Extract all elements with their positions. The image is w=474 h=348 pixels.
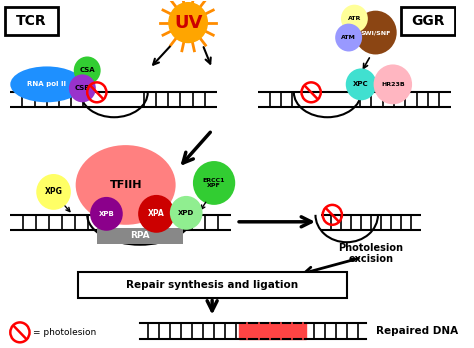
Circle shape <box>169 3 207 42</box>
Text: TFIIH: TFIIH <box>109 180 142 190</box>
Text: TCR: TCR <box>16 14 47 27</box>
Text: UV: UV <box>174 14 202 32</box>
Circle shape <box>69 74 96 102</box>
Text: GGR: GGR <box>411 14 445 27</box>
Circle shape <box>90 197 123 231</box>
Text: = photolesion: = photolesion <box>33 328 97 337</box>
Circle shape <box>355 11 397 55</box>
Circle shape <box>335 24 362 52</box>
Text: ATM: ATM <box>341 35 356 40</box>
Circle shape <box>170 196 202 230</box>
Text: RPA: RPA <box>130 231 150 240</box>
Circle shape <box>36 174 71 210</box>
Text: XPC: XPC <box>353 81 369 87</box>
Text: RNA pol II: RNA pol II <box>27 81 66 87</box>
Text: XPD: XPD <box>178 210 194 216</box>
Text: XPG: XPG <box>45 188 63 196</box>
Bar <box>97 228 183 244</box>
Text: ATR: ATR <box>348 16 361 21</box>
Circle shape <box>346 69 376 100</box>
Text: SWI/SNF: SWI/SNF <box>360 30 391 35</box>
Bar <box>239 323 306 339</box>
Text: XPB: XPB <box>99 211 114 217</box>
Text: Repaired DNA: Repaired DNA <box>375 326 458 337</box>
Text: CSB: CSB <box>74 85 90 91</box>
Circle shape <box>138 195 174 233</box>
Ellipse shape <box>10 66 83 102</box>
Circle shape <box>74 56 100 84</box>
Ellipse shape <box>76 145 176 225</box>
Text: Repair synthesis and ligation: Repair synthesis and ligation <box>126 279 298 290</box>
Text: CSA: CSA <box>79 68 95 73</box>
Text: XPA: XPA <box>148 209 165 218</box>
Circle shape <box>374 64 412 104</box>
Circle shape <box>341 5 368 33</box>
Bar <box>401 7 456 34</box>
Bar <box>5 7 58 34</box>
Text: ERCC1
XPF: ERCC1 XPF <box>203 178 225 188</box>
Text: HR23B: HR23B <box>381 82 405 87</box>
Circle shape <box>193 161 235 205</box>
Text: Photolesion
excision: Photolesion excision <box>338 243 403 264</box>
Bar <box>78 271 346 298</box>
